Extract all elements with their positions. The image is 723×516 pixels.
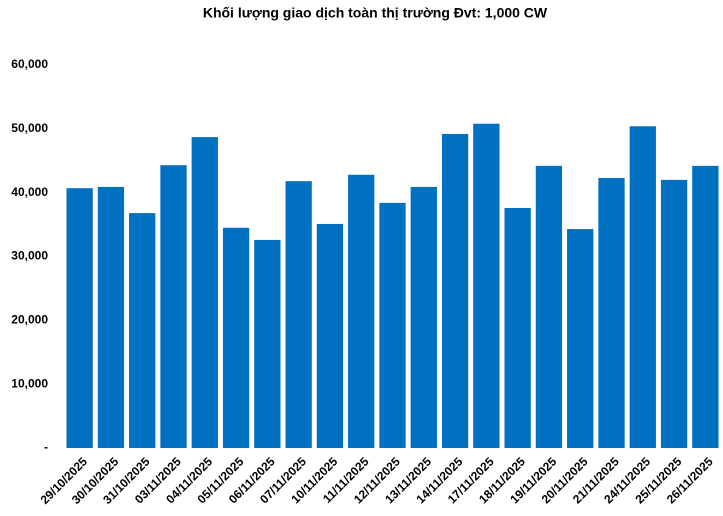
bar: [660, 179, 688, 448]
bar: [473, 123, 500, 448]
bar: [535, 165, 563, 448]
y-tick-label: 50,000: [11, 121, 48, 135]
y-tick-label: 10,000: [11, 376, 48, 390]
y-tick-label: -: [44, 440, 48, 454]
bar: [254, 239, 281, 448]
y-tick-label: 40,000: [11, 185, 48, 199]
y-tick-label: 60,000: [11, 57, 48, 71]
y-tick-label: 20,000: [11, 313, 48, 327]
bar: [348, 174, 375, 448]
bar: [129, 213, 156, 448]
y-tick-label: 30,000: [11, 249, 48, 263]
bar: [379, 202, 406, 448]
bar: [410, 186, 437, 448]
bar: [692, 165, 719, 448]
bar: [629, 126, 656, 448]
bar: [66, 188, 93, 448]
bar: [504, 207, 531, 448]
bar: [285, 181, 312, 448]
bar: [316, 223, 344, 448]
bar: [222, 227, 250, 448]
chart-title: Khối lượng giao dịch toàn thị trường Đvt…: [203, 5, 548, 21]
bar: [441, 133, 469, 448]
bar: [567, 229, 594, 448]
bar: [598, 177, 625, 449]
bar: [97, 186, 125, 448]
bar: [191, 137, 218, 449]
bar: [160, 165, 187, 449]
